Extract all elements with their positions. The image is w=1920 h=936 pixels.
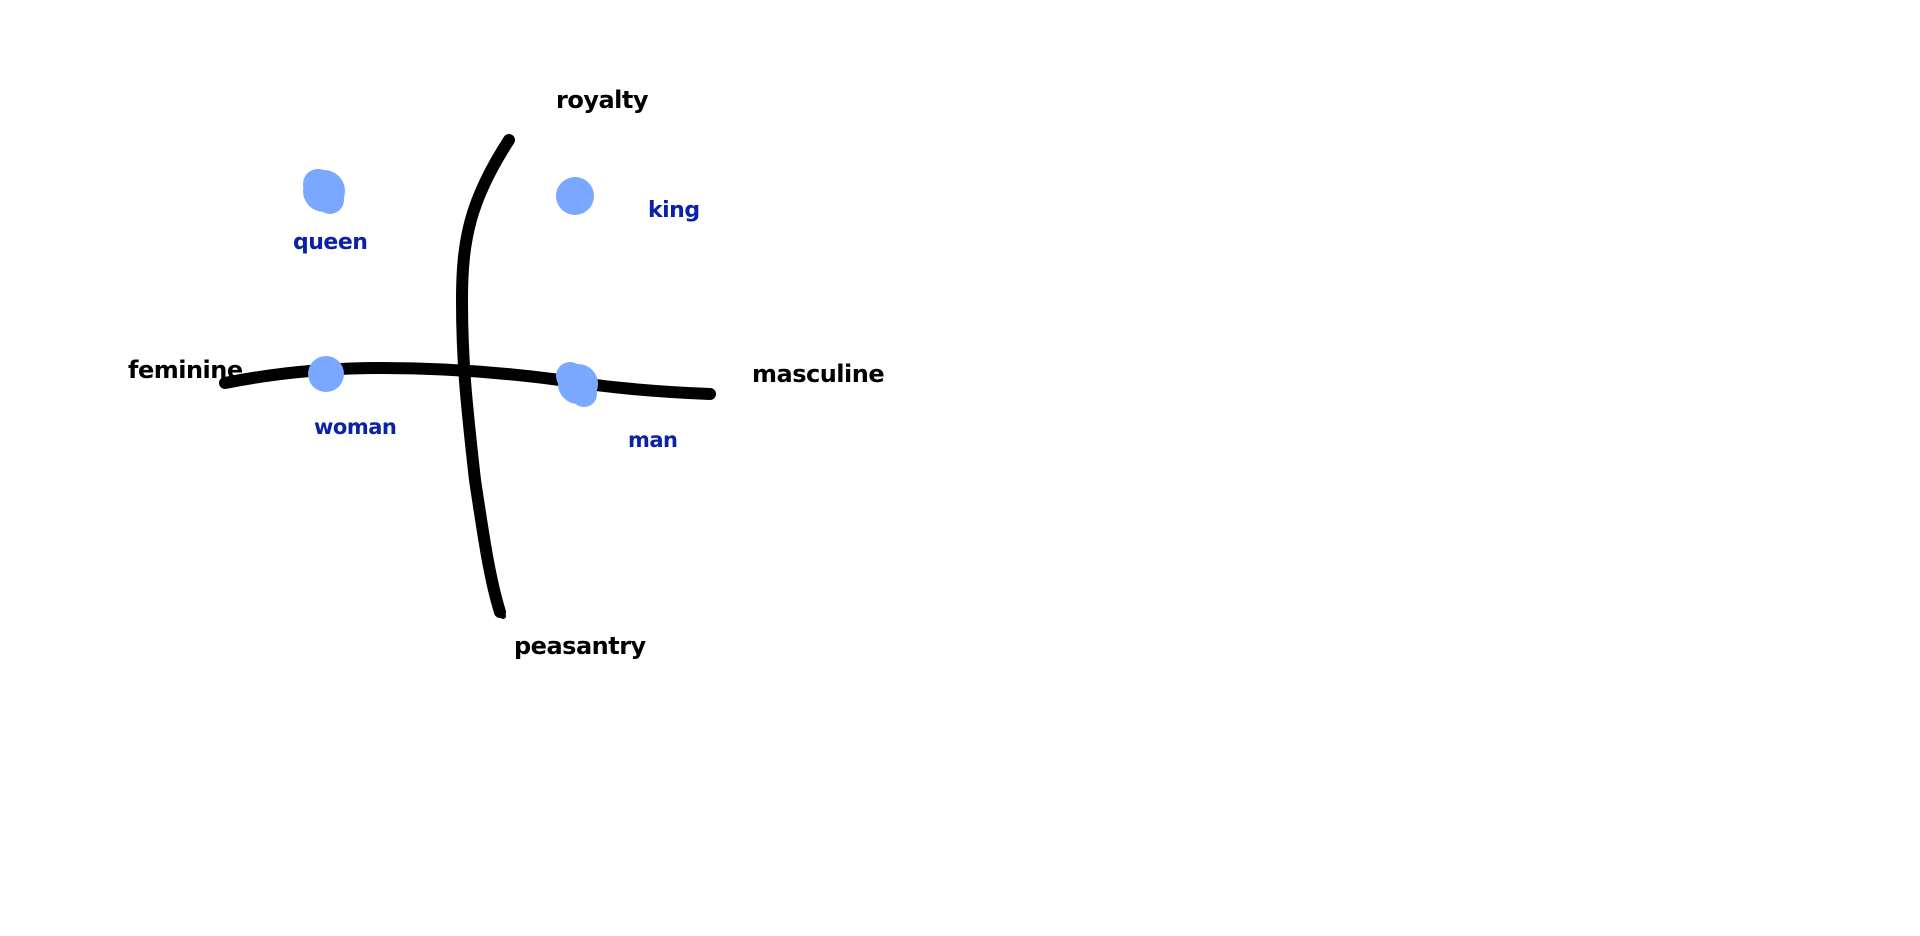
point-king [556,177,594,215]
point-woman [308,356,344,392]
axis-label-bottom: peasantry [514,632,646,660]
point-label-queen: queen [293,230,368,255]
axis-label-left: feminine [128,356,243,384]
point-man [556,362,598,407]
axis-label-top: royalty [556,86,649,114]
axis-label-right: masculine [752,360,885,388]
point-label-man: man [628,428,678,452]
point-queen [303,169,345,214]
point-label-woman: woman [314,415,397,439]
horizontal-axis-line [219,361,716,400]
vertical-axis-taper [467,417,506,619]
point-label-king: king [648,198,700,223]
